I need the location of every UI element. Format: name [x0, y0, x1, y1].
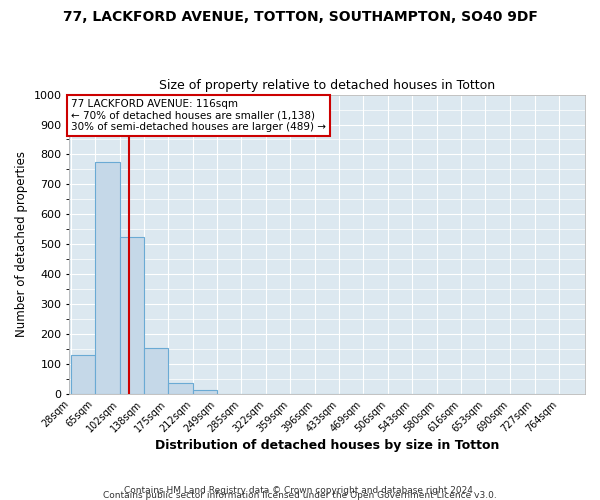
Bar [168, 383, 193, 394]
Bar [95, 162, 119, 394]
Text: Contains public sector information licensed under the Open Government Licence v3: Contains public sector information licen… [103, 490, 497, 500]
Y-axis label: Number of detached properties: Number of detached properties [15, 152, 28, 338]
X-axis label: Distribution of detached houses by size in Totton: Distribution of detached houses by size … [155, 440, 499, 452]
Bar [71, 355, 95, 394]
Bar [143, 348, 168, 394]
Bar [193, 390, 217, 394]
Bar [119, 237, 144, 394]
Text: Contains HM Land Registry data © Crown copyright and database right 2024.: Contains HM Land Registry data © Crown c… [124, 486, 476, 495]
Title: Size of property relative to detached houses in Totton: Size of property relative to detached ho… [159, 79, 495, 92]
Text: 77, LACKFORD AVENUE, TOTTON, SOUTHAMPTON, SO40 9DF: 77, LACKFORD AVENUE, TOTTON, SOUTHAMPTON… [62, 10, 538, 24]
Text: 77 LACKFORD AVENUE: 116sqm
← 70% of detached houses are smaller (1,138)
30% of s: 77 LACKFORD AVENUE: 116sqm ← 70% of deta… [71, 99, 326, 132]
